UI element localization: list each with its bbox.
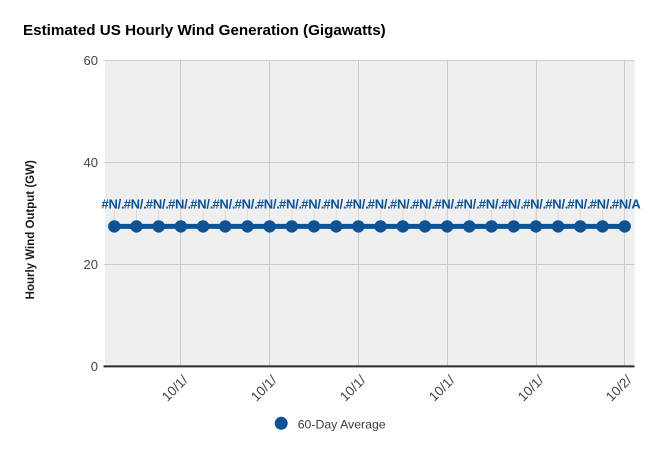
svg-text:#N/.: #N/. bbox=[257, 196, 280, 211]
svg-text:#N/.: #N/. bbox=[412, 196, 435, 211]
svg-text:60: 60 bbox=[84, 53, 98, 68]
svg-text:20: 20 bbox=[84, 257, 98, 272]
svg-text:#N/.: #N/. bbox=[523, 196, 546, 211]
svg-text:10/1/: 10/1/ bbox=[515, 372, 547, 404]
svg-text:10/1/: 10/1/ bbox=[426, 372, 458, 404]
svg-text:#N/A: #N/A bbox=[612, 196, 641, 211]
svg-text:Estimated US Hourly Wind Gener: Estimated US Hourly Wind Generation (Gig… bbox=[23, 22, 386, 39]
svg-text:#N/.: #N/. bbox=[590, 196, 613, 211]
svg-text:10/1/: 10/1/ bbox=[337, 372, 369, 404]
svg-text:10/2/: 10/2/ bbox=[603, 372, 635, 404]
svg-text:#N/.: #N/. bbox=[168, 196, 191, 211]
svg-text:#N/.: #N/. bbox=[568, 196, 591, 211]
svg-text:#N/.: #N/. bbox=[434, 196, 457, 211]
svg-text:#N/.: #N/. bbox=[501, 196, 524, 211]
svg-text:#N/.: #N/. bbox=[279, 196, 302, 211]
svg-text:10/1/: 10/1/ bbox=[159, 372, 191, 404]
svg-text:#N/.: #N/. bbox=[146, 196, 169, 211]
svg-text:60-Day Average: 60-Day Average bbox=[298, 417, 386, 431]
svg-text:#N/.: #N/. bbox=[301, 196, 324, 211]
svg-text:#N/.: #N/. bbox=[479, 196, 502, 211]
svg-text:#N/.: #N/. bbox=[190, 196, 213, 211]
svg-text:#N/.: #N/. bbox=[390, 196, 413, 211]
svg-text:0: 0 bbox=[91, 359, 98, 374]
svg-text:#N/.: #N/. bbox=[102, 196, 125, 211]
svg-text:#N/.: #N/. bbox=[235, 196, 258, 211]
svg-text:#N/.: #N/. bbox=[323, 196, 346, 211]
svg-text:#N/.: #N/. bbox=[124, 196, 147, 211]
svg-text:#N/.: #N/. bbox=[212, 196, 235, 211]
svg-text:40: 40 bbox=[84, 155, 98, 170]
svg-text:#N/.: #N/. bbox=[346, 196, 369, 211]
svg-text:#N/.: #N/. bbox=[457, 196, 480, 211]
svg-text:Hourly Wind Output (GW): Hourly Wind Output (GW) bbox=[25, 160, 37, 299]
svg-text:#N/.: #N/. bbox=[368, 196, 391, 211]
svg-text:#N/.: #N/. bbox=[545, 196, 568, 211]
svg-text:10/1/: 10/1/ bbox=[248, 372, 280, 404]
